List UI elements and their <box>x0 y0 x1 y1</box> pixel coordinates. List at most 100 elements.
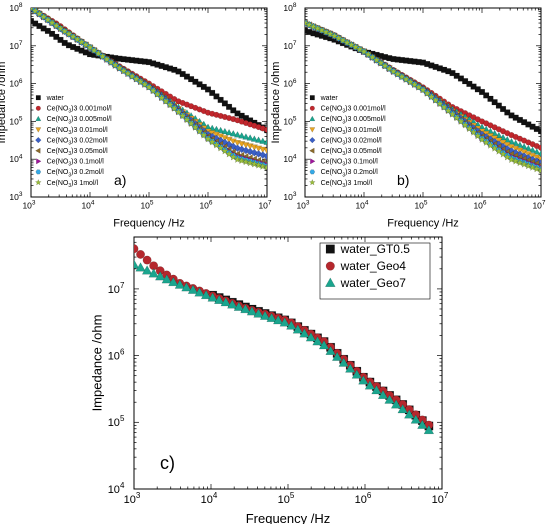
data-point <box>246 134 254 141</box>
data-point <box>305 20 314 29</box>
y-tick-label: 106 <box>9 78 22 89</box>
legend-entry: Ce(NO3)3 0.001mol/l <box>47 106 112 115</box>
data-point <box>149 86 158 95</box>
data-point <box>255 136 263 143</box>
data-point <box>174 107 183 116</box>
y-tick-label: 103 <box>283 191 296 202</box>
legend-marker <box>325 261 335 271</box>
legend-entry: Ce(NO3)3 1mol/l <box>321 180 373 189</box>
legend-entry: Ce(NO3)3 0.005mol/l <box>321 116 386 125</box>
legend-entry: Ce(NO3)3 0.1mol/l <box>321 159 379 168</box>
x-tick-label: 106 <box>473 200 486 211</box>
data-point <box>225 128 233 136</box>
data-point <box>482 138 491 146</box>
data-point <box>81 40 90 49</box>
legend-box <box>319 242 431 300</box>
data-point <box>292 324 304 334</box>
x-tick-label: 103 <box>22 200 35 211</box>
data-point <box>322 27 331 36</box>
data-point <box>533 148 541 155</box>
data-point <box>178 111 187 120</box>
legend-marker <box>325 244 335 254</box>
data-point <box>242 133 250 140</box>
data-point <box>538 144 541 151</box>
data-point <box>132 74 141 83</box>
data-point <box>166 100 175 109</box>
data-point <box>266 312 277 323</box>
data-point <box>528 163 537 171</box>
data-point <box>384 394 395 404</box>
data-point <box>148 268 159 278</box>
y-axis-title: Impedance /ohm <box>0 62 8 144</box>
data-point <box>246 158 255 167</box>
legend-entry: Ce(NO3)3 0.02mol/l <box>47 137 109 146</box>
legend-marker <box>309 136 316 144</box>
legend-entry: water <box>46 95 65 102</box>
data-point <box>64 29 73 38</box>
legend: water Ce(NO3)3 0.001mol/lCe(NO3)3 0.005mo… <box>34 95 112 189</box>
panel-label: b) <box>397 172 409 188</box>
y-tick-label: 107 <box>9 40 22 51</box>
data-point <box>115 63 124 72</box>
data-point <box>524 144 532 152</box>
data-point <box>263 138 267 145</box>
data-point <box>207 292 218 302</box>
data-point <box>512 139 520 146</box>
data-point <box>305 18 309 27</box>
data-point <box>204 134 212 143</box>
data-point <box>170 104 179 112</box>
data-point <box>377 389 389 399</box>
series-2 <box>134 259 435 435</box>
data-point <box>60 27 69 35</box>
legend-entry: Ce(NO3)3 0.1mol/l <box>47 159 105 168</box>
data-point <box>48 18 57 27</box>
data-point <box>229 130 237 137</box>
x-tick-label: 103 <box>296 200 309 211</box>
data-point <box>142 255 152 265</box>
legend-entry: Ce(NO3)3 0.001mol/l <box>321 106 386 115</box>
data-point <box>90 46 99 54</box>
data-point <box>155 271 166 281</box>
data-point <box>343 38 352 47</box>
data-point <box>325 345 336 355</box>
x-tick-label: 106 <box>199 200 212 211</box>
data-point <box>524 161 533 170</box>
plot-area <box>305 18 541 174</box>
legend-marker <box>308 178 316 186</box>
data-point <box>182 115 191 124</box>
axis-ticks <box>304 7 542 198</box>
legend-entry: Ce(NO3)3 0.005mol/l <box>47 116 112 125</box>
data-point <box>174 279 186 289</box>
data-point <box>86 43 94 51</box>
legend-marker <box>309 127 316 133</box>
y-tick-label: 104 <box>283 153 296 164</box>
data-point <box>355 45 364 53</box>
legend-entry: Ce(NO3)3 0.2mol/l <box>321 169 379 178</box>
legend-marker <box>35 127 42 133</box>
data-point <box>312 336 323 346</box>
data-point <box>102 55 111 63</box>
legend-marker <box>309 115 316 122</box>
data-point <box>233 155 242 163</box>
x-axis-title: Frequency /Hz <box>113 218 185 230</box>
data-point <box>404 409 415 419</box>
x-tick-label: 107 <box>258 200 271 211</box>
data-point <box>414 83 423 91</box>
data-point <box>338 36 347 44</box>
data-point <box>478 135 486 143</box>
x-tick-label: 104 <box>201 491 218 506</box>
data-point <box>465 124 474 133</box>
legend-marker <box>309 147 315 154</box>
data-point <box>254 161 263 169</box>
series-8 <box>305 18 541 174</box>
data-point <box>537 149 541 157</box>
data-point <box>334 34 343 42</box>
legend: water Ce(NO3)3 0.001mol/lCe(NO3)3 0.005mo… <box>308 95 386 189</box>
legend-marker <box>35 105 41 111</box>
data-point <box>194 287 205 297</box>
legend-entry: water <box>320 95 339 102</box>
data-point <box>364 50 373 58</box>
data-point <box>490 144 499 152</box>
data-point <box>423 424 435 435</box>
